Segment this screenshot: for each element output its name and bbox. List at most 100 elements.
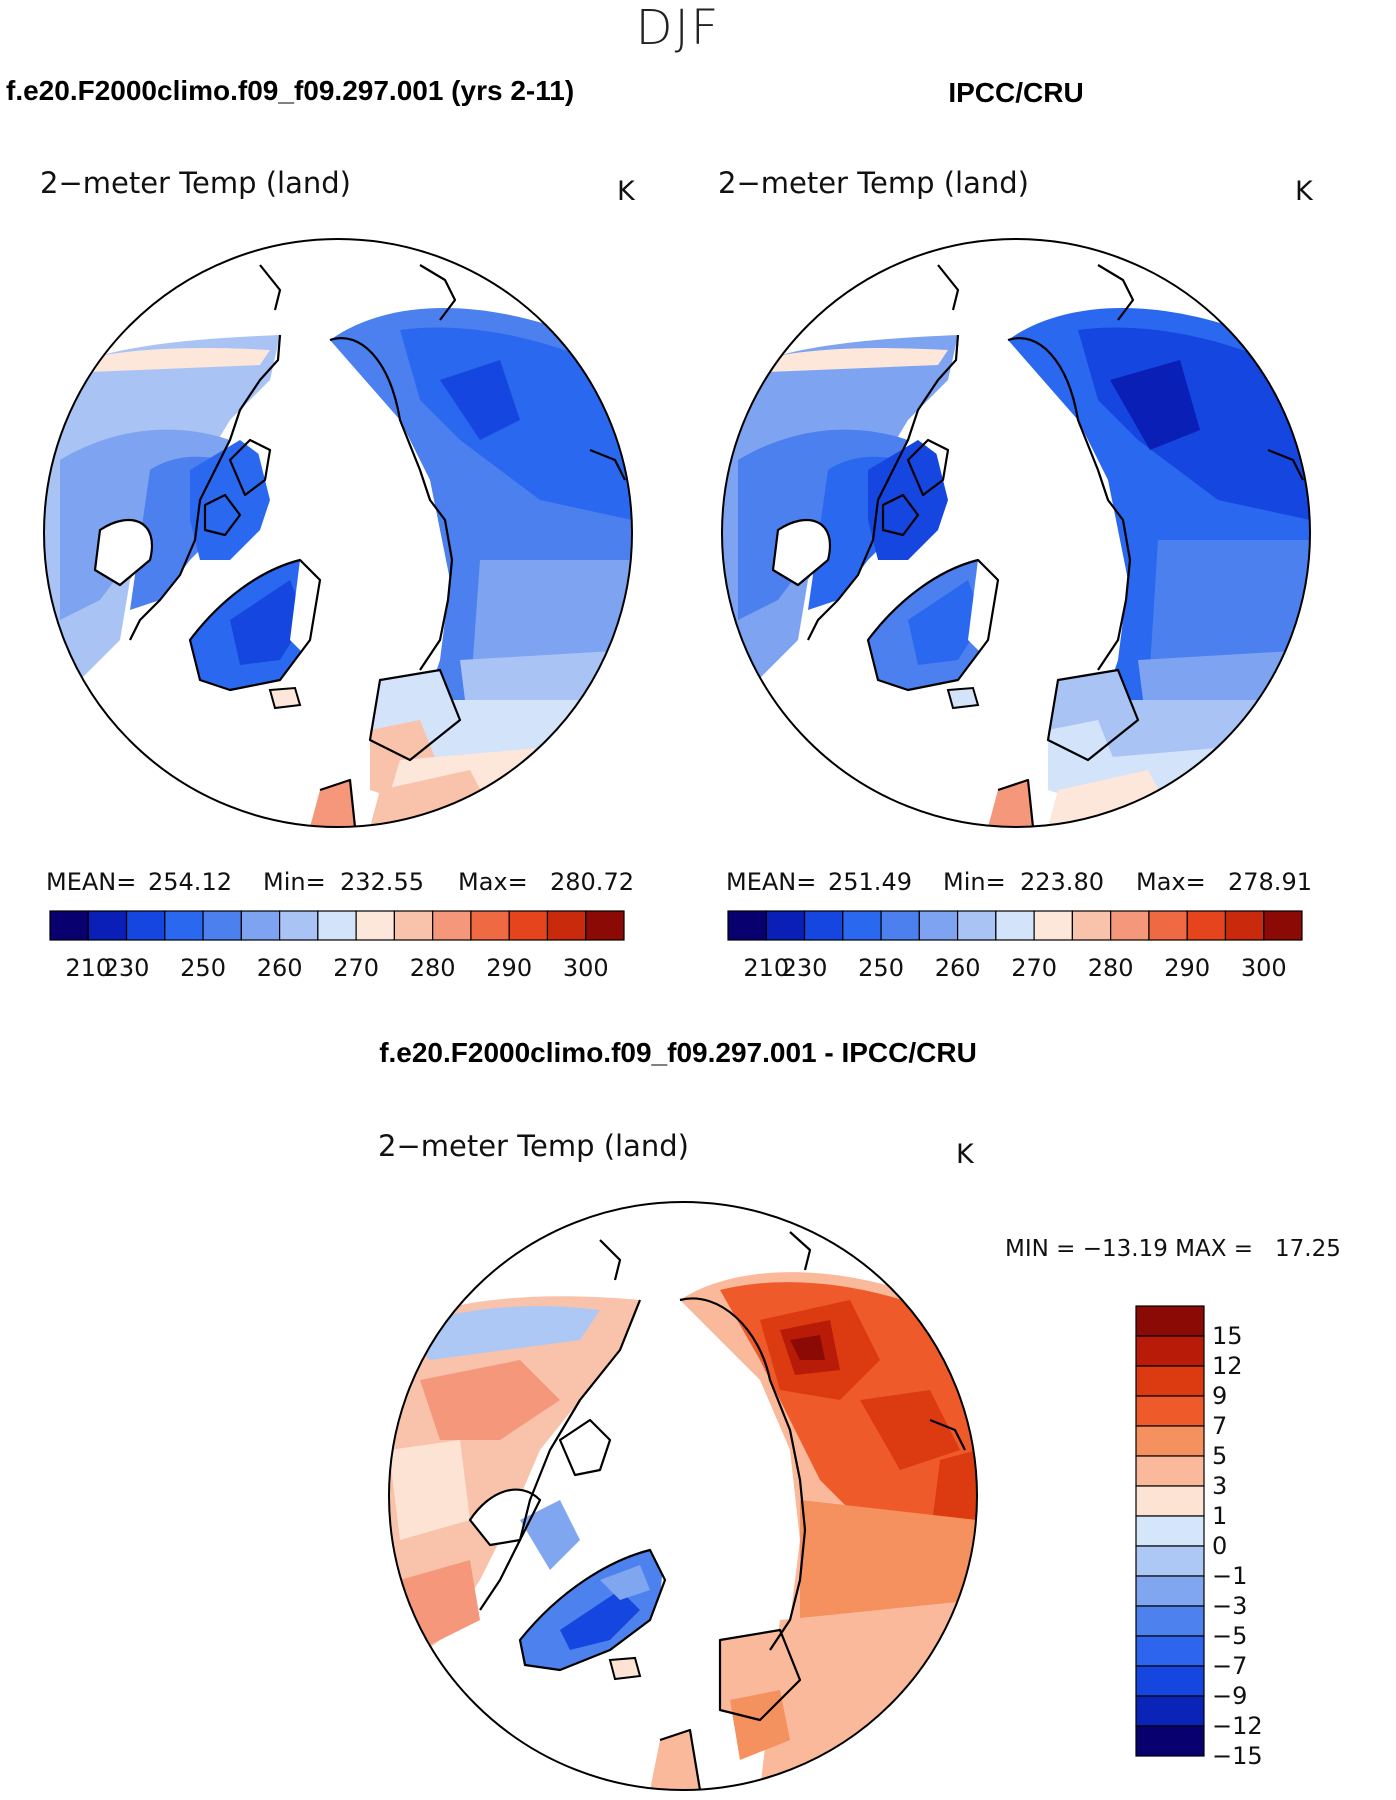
obs-max-label: Max= bbox=[1136, 868, 1206, 896]
difference-panel: 2−meter Temp (land) K MIN = −13.19 MAX =… bbox=[378, 1129, 1341, 1791]
obs-colorbar-swatch bbox=[1033, 910, 1073, 941]
obs-colorbar-swatch bbox=[1186, 910, 1227, 941]
model-colorbar-swatch bbox=[49, 910, 89, 941]
obs-units: K bbox=[1295, 176, 1314, 207]
model-colorbar-swatch bbox=[393, 910, 434, 941]
model-mean-label: MEAN= bbox=[46, 868, 136, 896]
obs-colorbar-swatch bbox=[1110, 910, 1150, 941]
model-colorbar-tick-label: 280 bbox=[410, 954, 456, 982]
obs-colorbar-tick-label: 210 bbox=[743, 954, 789, 982]
model-colorbar-tick-label: 300 bbox=[563, 954, 609, 982]
difference-colorbar-swatch bbox=[1135, 1575, 1205, 1607]
model-mean-value: 254.12 bbox=[148, 868, 232, 896]
model-colorbar-tick-label: 250 bbox=[180, 954, 226, 982]
model-min-label: Min= bbox=[263, 868, 326, 896]
difference-colorbar-swatch bbox=[1135, 1665, 1205, 1697]
model-colorbar-tick-label: 260 bbox=[257, 954, 303, 982]
difference-polar-map bbox=[389, 1202, 977, 1790]
model-colorbar-swatch bbox=[470, 910, 510, 941]
model-colorbar-swatch bbox=[432, 910, 472, 941]
difference-colorbar-label: 9 bbox=[1212, 1382, 1227, 1410]
obs-colorbar-swatch bbox=[1071, 910, 1112, 941]
season-title: DJF bbox=[636, 0, 721, 56]
obs-colorbar-swatch bbox=[956, 910, 997, 941]
model-heading: f.e20.F2000climo.f09_f09.297.001 (yrs 2-… bbox=[6, 75, 574, 106]
difference-heading: f.e20.F2000climo.f09_f09.297.001 - IPCC/… bbox=[379, 1037, 977, 1068]
model-map-boundary bbox=[43, 238, 633, 828]
difference-colorbar-swatch bbox=[1135, 1455, 1205, 1487]
model-colorbar-swatch bbox=[355, 910, 395, 941]
model-colorbar-tick-label: 290 bbox=[486, 954, 532, 982]
difference-field-title: 2−meter Temp (land) bbox=[378, 1129, 689, 1163]
model-colorbar-swatch bbox=[508, 910, 549, 941]
obs-stats: MEAN= 251.49 Min= 223.80 Max= 278.91 bbox=[726, 868, 1312, 896]
obs-colorbar-swatch bbox=[918, 910, 959, 941]
obs-map-boundary bbox=[721, 238, 1311, 828]
difference-colorbar-swatch bbox=[1135, 1395, 1205, 1427]
model-stats: MEAN= 254.12 Min= 232.55 Max= 280.72 bbox=[46, 868, 634, 896]
model-colorbar-swatch bbox=[585, 910, 625, 941]
obs-colorbar-tick-label: 280 bbox=[1088, 954, 1134, 982]
difference-units: K bbox=[956, 1139, 975, 1170]
difference-colorbar-swatch bbox=[1135, 1335, 1205, 1367]
difference-minmax: MIN = −13.19 MAX = 17.25 bbox=[1005, 1236, 1341, 1262]
difference-colorbar-swatch bbox=[1135, 1365, 1205, 1397]
difference-colorbar-swatch bbox=[1135, 1605, 1205, 1637]
obs-colorbar-tick-label: 260 bbox=[935, 954, 981, 982]
difference-colorbar-swatch bbox=[1135, 1695, 1205, 1727]
model-colorbar-tick-label: 230 bbox=[104, 954, 150, 982]
model-colorbar-tick-label: 210 bbox=[65, 954, 111, 982]
obs-colorbar-swatch bbox=[880, 910, 920, 941]
obs-min-value: 223.80 bbox=[1020, 868, 1104, 896]
difference-colorbar-swatch bbox=[1135, 1515, 1205, 1547]
difference-colorbar-label: −9 bbox=[1212, 1682, 1247, 1710]
obs-colorbar-tick-label: 290 bbox=[1164, 954, 1210, 982]
obs-colorbar-swatch bbox=[765, 910, 806, 941]
difference-colorbar-label: −3 bbox=[1212, 1592, 1247, 1620]
model-units: K bbox=[617, 176, 636, 207]
difference-colorbar-swatch bbox=[1135, 1425, 1205, 1457]
difference-colorbar-swatch bbox=[1135, 1725, 1205, 1757]
model-colorbar-swatch bbox=[279, 910, 319, 941]
obs-panel: 2−meter Temp (land) K bbox=[718, 166, 1314, 982]
model-colorbar-swatch bbox=[164, 910, 204, 941]
difference-map-boundary bbox=[388, 1201, 978, 1791]
model-panel: 2−meter Temp (land) K bbox=[40, 166, 636, 982]
difference-colorbar-swatch bbox=[1135, 1305, 1205, 1337]
obs-colorbar-tick-label: 250 bbox=[858, 954, 904, 982]
model-min-value: 232.55 bbox=[340, 868, 424, 896]
obs-colorbar-tick-label: 300 bbox=[1241, 954, 1287, 982]
obs-min-label: Min= bbox=[943, 868, 1006, 896]
difference-colorbar-label: −5 bbox=[1212, 1622, 1247, 1650]
obs-heading: IPCC/CRU bbox=[948, 77, 1083, 108]
difference-colorbar-label: −15 bbox=[1212, 1742, 1263, 1770]
obs-mean-value: 251.49 bbox=[828, 868, 912, 896]
obs-colorbar-swatch bbox=[842, 910, 882, 941]
difference-colorbar-label: 15 bbox=[1212, 1322, 1243, 1350]
obs-colorbar-tick-label: 270 bbox=[1011, 954, 1057, 982]
obs-colorbar-swatch bbox=[1263, 910, 1303, 941]
model-max-label: Max= bbox=[458, 868, 528, 896]
model-polar-map bbox=[44, 239, 632, 827]
difference-colorbar-label: 5 bbox=[1212, 1442, 1227, 1470]
model-field-title: 2−meter Temp (land) bbox=[40, 166, 351, 200]
model-colorbar-swatch bbox=[240, 910, 281, 941]
model-colorbar-swatch bbox=[125, 910, 166, 941]
obs-mean-label: MEAN= bbox=[726, 868, 816, 896]
difference-colorbar-label: 7 bbox=[1212, 1412, 1227, 1440]
obs-polar-map bbox=[722, 239, 1310, 827]
difference-colorbar-label: −1 bbox=[1212, 1562, 1247, 1590]
difference-colorbar-label: −12 bbox=[1212, 1712, 1263, 1740]
difference-colorbar-label: 3 bbox=[1212, 1472, 1227, 1500]
obs-max-value: 278.91 bbox=[1228, 868, 1312, 896]
obs-colorbar-swatch bbox=[803, 910, 844, 941]
model-max-value: 280.72 bbox=[550, 868, 634, 896]
model-colorbar-tick-label: 270 bbox=[333, 954, 379, 982]
difference-colorbar-label: 12 bbox=[1212, 1352, 1243, 1380]
model-colorbar-swatch bbox=[87, 910, 128, 941]
model-colorbar-swatch bbox=[546, 910, 587, 941]
obs-field-title: 2−meter Temp (land) bbox=[718, 166, 1029, 200]
